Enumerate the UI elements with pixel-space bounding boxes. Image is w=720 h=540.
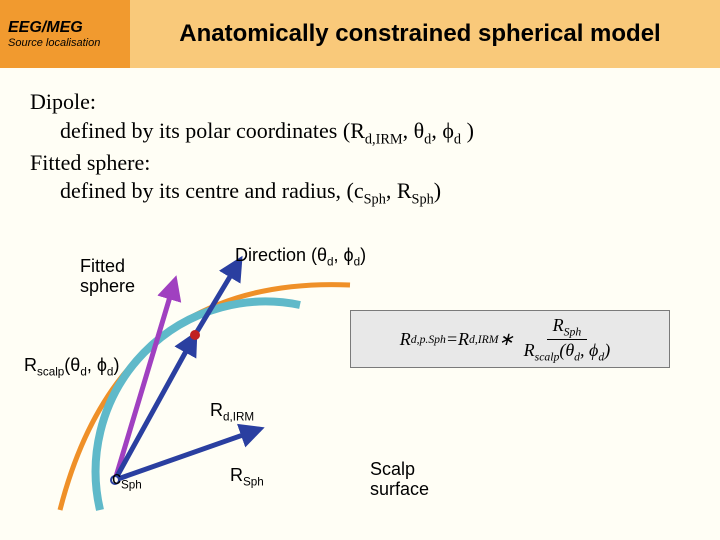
sphere-def: defined by its centre and radius, (cSph,… xyxy=(30,177,690,209)
label-rscalp: Rscalp(θd, ϕd) xyxy=(24,355,119,379)
label-direction: Direction (θd, ϕd) xyxy=(235,245,366,269)
diagram-area: Fitted sphere Direction (θd, ϕd) Rscalp(… xyxy=(20,235,700,525)
label-csph: cSph xyxy=(112,468,142,492)
badge-line2: Source localisation xyxy=(8,37,130,49)
dipole-dot xyxy=(190,330,200,340)
formula-fraction: RSph Rscalp(θd, ϕd) xyxy=(518,315,617,363)
header-badge: EEG/MEG Source localisation xyxy=(0,0,130,68)
label-rsph: RSph xyxy=(230,465,264,489)
label-rdirm: Rd,IRM xyxy=(210,400,254,424)
body-text: Dipole: defined by its polar coordinates… xyxy=(30,88,690,209)
dipole-label: Dipole: xyxy=(30,88,690,117)
dipole-def: defined by its polar coordinates (Rd,IRM… xyxy=(30,117,690,149)
page-title: Anatomically constrained spherical model xyxy=(130,20,720,48)
label-fitted-sphere: Fitted sphere xyxy=(80,257,150,297)
header-band: EEG/MEG Source localisation Anatomically… xyxy=(0,0,720,68)
sphere-label: Fitted sphere: xyxy=(30,149,690,178)
formula-box: Rd,p.Sph = Rd,IRM ∗ RSph Rscalp(θd, ϕd) xyxy=(350,310,670,368)
label-scalp-surface: Scalp surface xyxy=(370,460,450,500)
badge-line1: EEG/MEG xyxy=(8,19,130,37)
